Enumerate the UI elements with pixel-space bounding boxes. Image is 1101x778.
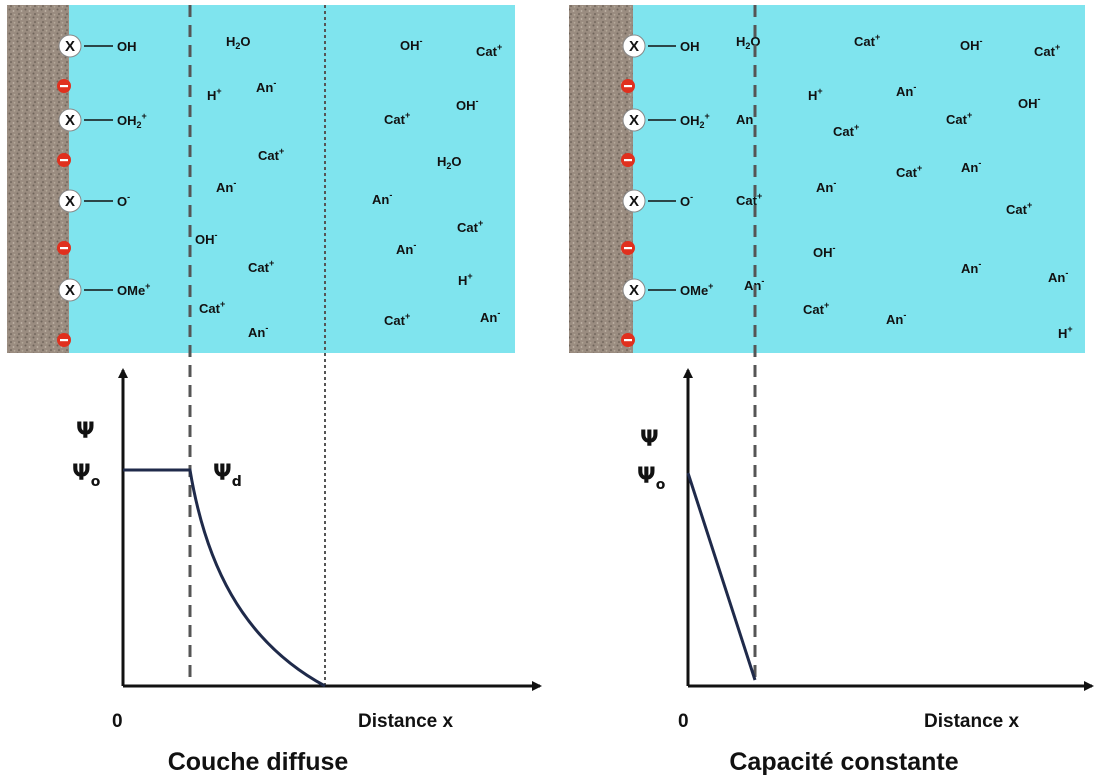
- ion-cat: Cat+: [1006, 200, 1032, 217]
- left-surface-charges: [57, 79, 71, 347]
- ion-cat: Cat+: [384, 311, 410, 328]
- right-panel: X OH X OH2+ X O- X OMe+: [569, 5, 1094, 776]
- left-potential-curve: [123, 468, 326, 688]
- ion-cat: Cat+: [199, 299, 225, 316]
- left-solid-surface: [7, 5, 69, 353]
- ion-cat: Cat+: [248, 258, 274, 275]
- ion-oh: OH-: [400, 36, 423, 53]
- ion-cat: Cat+: [1034, 42, 1060, 59]
- right-origin-label: 0: [678, 711, 689, 732]
- ion-cat: Cat+: [854, 32, 880, 49]
- ion-an: An-: [216, 178, 236, 195]
- left-panel: X OH X OH2+ X O- X OMe+: [7, 5, 542, 776]
- ion-an: An-: [396, 240, 416, 257]
- left-surface-group-oh: X OH: [58, 34, 137, 58]
- group-label: O-: [117, 192, 130, 209]
- right-psi-0-label: Ψo: [637, 464, 666, 493]
- right-solid-surface: [569, 5, 633, 353]
- right-surface-group-ome: X OMe+: [622, 278, 713, 302]
- ion-an: An-: [248, 323, 268, 340]
- right-axis-x-label: Distance x: [924, 711, 1019, 732]
- ion-h2o: H2O: [226, 34, 251, 51]
- x-site-label: X: [629, 193, 639, 210]
- ion-an: An-: [372, 190, 392, 207]
- x-site-label: X: [629, 38, 639, 55]
- left-surface-group-ome: X OMe+: [58, 278, 150, 302]
- x-site-label: X: [65, 282, 75, 299]
- ion-oh: OH-: [195, 230, 218, 247]
- group-label: OH: [117, 39, 137, 54]
- right-solution: [633, 5, 1085, 353]
- ion-oh: OH-: [456, 96, 479, 113]
- ion-cat: Cat+: [946, 110, 972, 127]
- ion-cat: Cat+: [384, 110, 410, 127]
- left-origin-label: 0: [112, 711, 123, 732]
- left-psi-d-label: Ψd: [213, 461, 242, 490]
- ion-an: An-: [886, 310, 906, 327]
- left-ions: H2O H+ An- Cat+ An- OH- Cat+ Cat+ An- OH…: [195, 34, 502, 340]
- group-label: OH: [680, 39, 700, 54]
- ion-an: An-: [816, 178, 836, 195]
- right-ions: H2O An- Cat+ An- Cat+ OH- Cat+ H+ An- Ca…: [736, 32, 1073, 341]
- x-site-label: X: [65, 38, 75, 55]
- ion-cat: Cat+: [258, 146, 284, 163]
- x-site-label: X: [629, 282, 639, 299]
- ion-oh: OH-: [813, 243, 836, 260]
- left-axis-y-label: Ψ: [76, 419, 95, 444]
- ion-oh: OH-: [960, 36, 983, 53]
- right-axis-y-label: Ψ: [640, 427, 659, 452]
- x-site-label: X: [65, 193, 75, 210]
- group-label: OMe+: [680, 281, 713, 298]
- x-site-label: X: [65, 112, 75, 129]
- left-solution: [69, 5, 515, 353]
- x-site-label: X: [629, 112, 639, 129]
- right-caption: Capacité constante: [729, 748, 958, 776]
- ion-an: An-: [961, 158, 981, 175]
- group-label: O-: [680, 192, 693, 209]
- left-caption: Couche diffuse: [168, 748, 349, 776]
- right-surface-charges: [621, 79, 635, 347]
- right-surface-group-oh2: X OH2+: [622, 108, 710, 132]
- ion-cat: Cat+: [476, 42, 502, 59]
- right-surface-group-oh: X OH: [622, 34, 700, 58]
- ion-oh: OH-: [1018, 94, 1041, 111]
- ion-cat: Cat+: [457, 218, 483, 235]
- left-surface-group-o: X O-: [58, 189, 130, 213]
- ion-an: An-: [961, 259, 981, 276]
- ion-cat: Cat+: [803, 300, 829, 317]
- group-label: OMe+: [117, 281, 150, 298]
- ion-an: An-: [256, 78, 276, 95]
- ion-an: An-: [736, 110, 756, 127]
- ion-cat: Cat+: [896, 163, 922, 180]
- left-axis-x-label: Distance x: [358, 711, 453, 732]
- ion-an: An-: [896, 82, 916, 99]
- ion-an: An-: [1048, 268, 1068, 285]
- ion-h2o: H2O: [437, 154, 462, 171]
- right-potential-curve: [686, 472, 757, 681]
- ion-an: An-: [744, 276, 764, 293]
- ion-cat: Cat+: [833, 122, 859, 139]
- right-surface-group-o: X O-: [622, 189, 693, 213]
- left-psi-0-label: Ψo: [72, 461, 101, 490]
- ion-an: An-: [480, 308, 500, 325]
